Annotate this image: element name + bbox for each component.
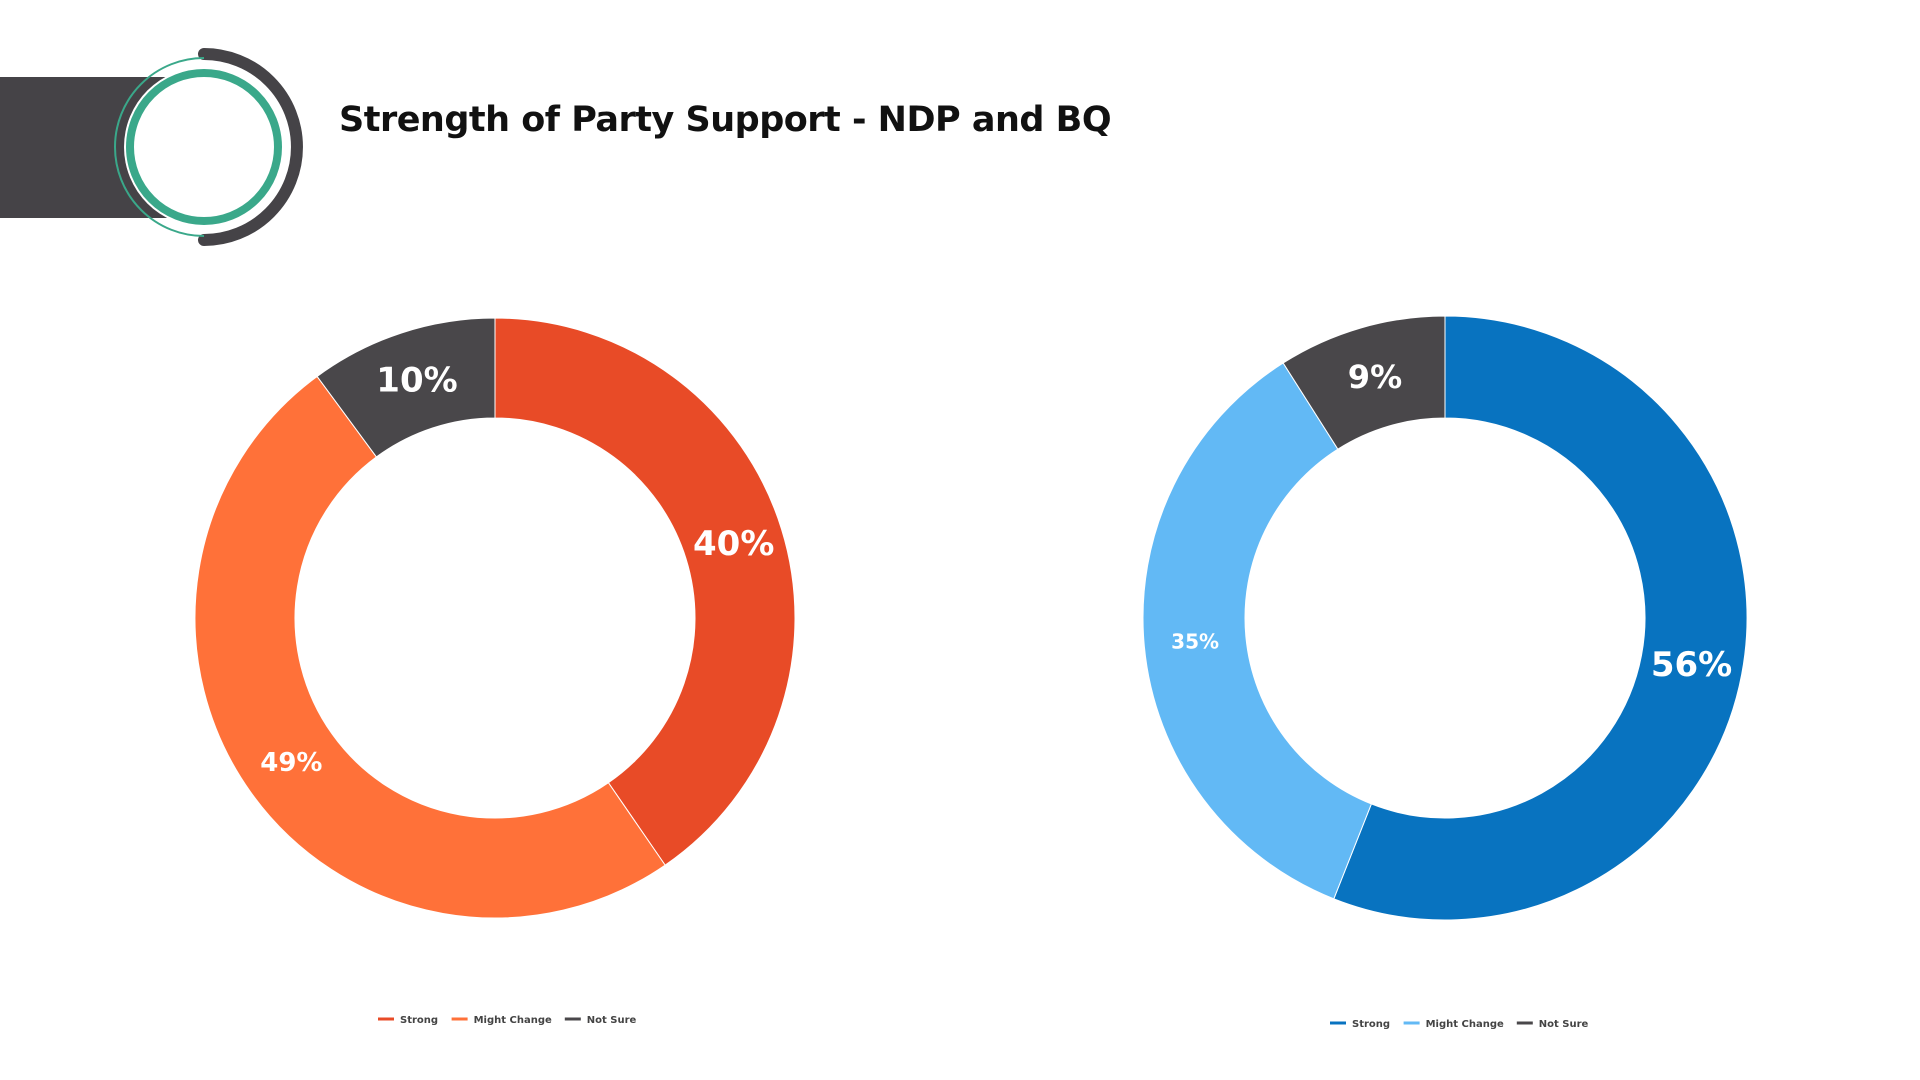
- slice-bq-not-sure: [1282, 315, 1446, 450]
- slice-label-ndp-not-sure: 10%: [376, 360, 457, 400]
- legend-label-bq-not-sure: Not Sure: [1539, 1019, 1589, 1030]
- logo-green-ring: [126, 69, 282, 225]
- legend-label-bq-strong: Strong: [1352, 1019, 1390, 1030]
- legend-label-ndp-strong: Strong: [400, 1015, 438, 1026]
- slice-bq-might-change: [1142, 362, 1373, 900]
- slice-ndp-might-change: [194, 375, 666, 919]
- slice-label-bq-not-sure: 9%: [1348, 358, 1402, 396]
- page-title: Strength of Party Support - NDP and BQ: [339, 100, 1112, 140]
- slice-label-bq-strong: 56%: [1651, 645, 1732, 685]
- slice-ndp-not-sure: [316, 317, 496, 458]
- legend-ndp: Strong Might Change Not Sure: [378, 1015, 637, 1026]
- legend-label-ndp-might-change: Might Change: [474, 1015, 552, 1026]
- legend-label-ndp-not-sure: Not Sure: [587, 1015, 637, 1026]
- logo-ring-icon: [114, 48, 303, 246]
- logo-ring-background: [124, 67, 284, 227]
- slice-label-bq-might-change: 35%: [1171, 630, 1219, 654]
- slice-ndp-strong: [494, 317, 796, 866]
- logo-dark-arc: [198, 48, 303, 246]
- legend-bq: Strong Might Change Not Sure: [1330, 1019, 1589, 1030]
- donut-chart-ndp: 40% 49% 10% Strong Might Change Not Sure: [194, 317, 796, 1026]
- donut-chart-bq: 56% 35% 9% Strong Might Change Not Sure: [1142, 315, 1748, 1030]
- slice-label-ndp-might-change: 49%: [260, 748, 322, 778]
- logo-thin-arc: [114, 57, 205, 237]
- legend-label-bq-might-change: Might Change: [1426, 1019, 1504, 1030]
- slice-bq-strong: [1333, 315, 1748, 921]
- slice-label-ndp-strong: 40%: [693, 524, 774, 564]
